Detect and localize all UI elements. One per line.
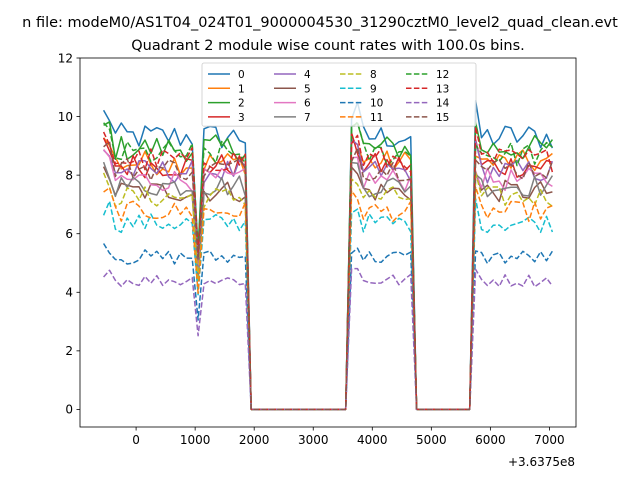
figure-suptitle: n file: modeM0/AS1T04_024T01_9000004530_… <box>22 15 618 31</box>
legend-label-12: 12 <box>436 69 449 81</box>
legend-label-13: 13 <box>436 83 449 95</box>
x-tick-label-2000: 2000 <box>239 433 270 447</box>
x-tick-label-3000: 3000 <box>298 433 329 447</box>
series-group <box>102 100 554 411</box>
x-offset-label: +3.6375e8 <box>508 455 575 469</box>
legend-label-8: 8 <box>370 69 377 81</box>
legend-label-7: 7 <box>304 112 311 124</box>
x-tick-label-1000: 1000 <box>180 433 211 447</box>
x-tick-label-6000: 6000 <box>475 433 506 447</box>
x-tick-label-7000: 7000 <box>534 433 565 447</box>
x-tick-label-0: 0 <box>132 433 140 447</box>
y-tick-label-2: 2 <box>65 344 73 358</box>
y-tick-label-12: 12 <box>58 51 73 65</box>
y-tick-label-0: 0 <box>65 403 73 417</box>
series-line-8 <box>102 171 553 411</box>
legend-label-5: 5 <box>304 83 311 95</box>
axes-frame <box>79 57 577 428</box>
x-tick-label-4000: 4000 <box>357 433 388 447</box>
legend-label-6: 6 <box>304 98 311 110</box>
series-line-15 <box>103 140 554 411</box>
legend-label-11: 11 <box>370 112 383 124</box>
legend-label-3: 3 <box>238 112 245 124</box>
legend-label-10: 10 <box>370 98 383 110</box>
legend-label-2: 2 <box>238 98 245 110</box>
x-tick-label-5000: 5000 <box>416 433 447 447</box>
series-line-11 <box>103 186 553 411</box>
plot-area: 0 1000 2000 3000 4000 5000 6000 700002468101201… <box>58 51 577 447</box>
legend-label-1: 1 <box>238 83 245 95</box>
y-tick-label-10: 10 <box>58 110 73 124</box>
legend-label-15: 15 <box>436 112 449 124</box>
chart-title: Quadrant 2 module wise count rates with … <box>131 38 525 54</box>
legend-label-4: 4 <box>304 69 311 81</box>
legend-frame <box>201 62 477 127</box>
legend-label-9: 9 <box>370 83 377 95</box>
legend-label-14: 14 <box>436 98 450 110</box>
y-tick-label-8: 8 <box>65 168 73 182</box>
legend-label-0: 0 <box>238 69 245 81</box>
y-tick-label-6: 6 <box>65 227 73 241</box>
y-tick-label-4: 4 <box>65 286 73 300</box>
